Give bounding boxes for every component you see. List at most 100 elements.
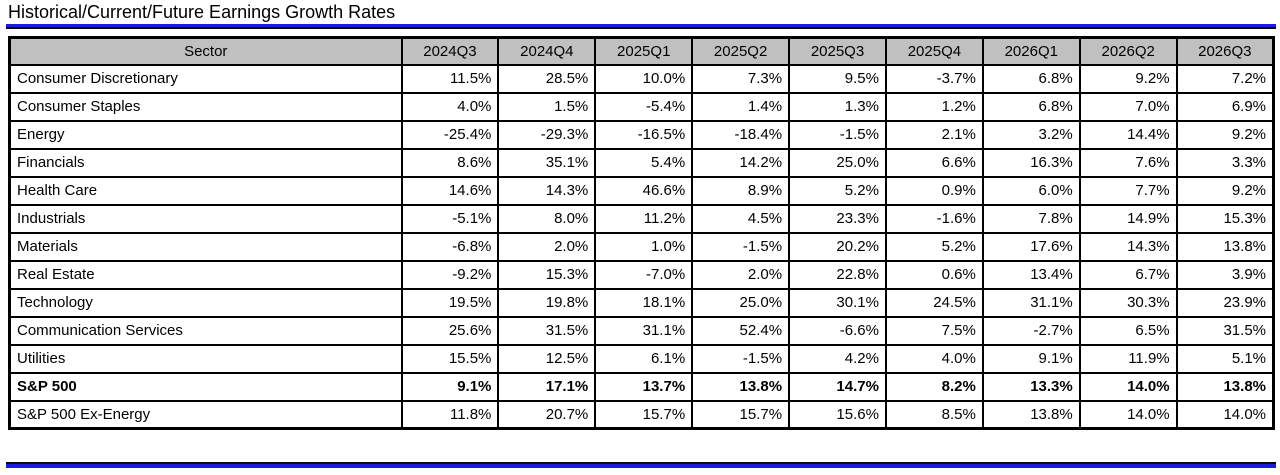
cell-value: 14.3% <box>1078 231 1178 262</box>
cell-value: 5.2% <box>884 231 984 262</box>
cell-value: 13.4% <box>981 259 1081 290</box>
cell-value: 8.0% <box>497 203 597 234</box>
cell-value: 4.5% <box>691 203 791 234</box>
cell-value: 13.8% <box>1175 231 1275 262</box>
cell-value: -2.7% <box>981 315 1081 346</box>
cell-value: -3.7% <box>884 63 984 94</box>
cell-value: 11.5% <box>400 63 500 94</box>
table-body: Consumer Discretionary 11.5% 28.5% 10.0% 7.3… <box>8 63 1275 430</box>
cell-value: 4.2% <box>788 343 887 374</box>
column-header-quarter: 2026Q3 <box>1175 36 1275 66</box>
row-label: S&P 500 Ex-Energy <box>8 399 403 430</box>
cell-value: 23.9% <box>1175 287 1275 318</box>
cell-value: 14.9% <box>1078 203 1178 234</box>
row-label: Consumer Staples <box>8 91 403 122</box>
table-header: Sector 2024Q3 2024Q4 2025Q1 2025Q2 2025Q3 202… <box>8 36 1275 66</box>
cell-value: 9.5% <box>788 63 887 94</box>
cell-value: -5.4% <box>594 91 694 122</box>
cell-value: 13.8% <box>981 399 1081 430</box>
cell-value: 31.5% <box>1175 315 1275 346</box>
cell-value: 13.3% <box>981 371 1081 402</box>
cell-value: 4.0% <box>884 343 984 374</box>
table-row: Energy -25.4% -29.3% -16.5% -18.4% -1.5% 2.1% 3… <box>8 119 1275 150</box>
cell-value: -29.3% <box>497 119 597 150</box>
table-row: Utilities 15.5% 12.5% 6.1% -1.5% 4.2% 4.0% 9.1%… <box>8 343 1275 374</box>
cell-value: 24.5% <box>884 287 984 318</box>
cell-value: 7.5% <box>884 315 984 346</box>
cell-value: 14.6% <box>400 175 500 206</box>
row-label: S&P 500 <box>8 371 403 402</box>
cell-value: 8.5% <box>884 399 984 430</box>
cell-value: 6.1% <box>594 343 694 374</box>
column-header-sector: Sector <box>8 36 403 66</box>
cell-value: 2.1% <box>884 119 984 150</box>
page-title: Historical/Current/Future Earnings Growt… <box>8 2 396 22</box>
bottom-rule <box>6 462 1276 468</box>
table-row: S&P 500 9.1% 17.1% 13.7% 13.8% 14.7% 8.2% 13.3%… <box>8 371 1275 402</box>
cell-value: 22.8% <box>788 259 887 290</box>
cell-value: 1.2% <box>884 91 984 122</box>
cell-value: 15.7% <box>594 399 694 430</box>
cell-value: 14.0% <box>1078 371 1178 402</box>
cell-value: 1.0% <box>594 231 694 262</box>
cell-value: 14.0% <box>1078 399 1178 430</box>
row-label: Communication Services <box>8 315 403 346</box>
cell-value: 1.4% <box>691 91 791 122</box>
cell-value: -1.6% <box>884 203 984 234</box>
column-header-quarter: 2025Q1 <box>594 36 694 66</box>
cell-value: 8.6% <box>400 147 500 178</box>
cell-value: 3.3% <box>1175 147 1275 178</box>
column-header-quarter: 2025Q4 <box>884 36 984 66</box>
cell-value: 6.0% <box>981 175 1081 206</box>
cell-value: 5.2% <box>788 175 887 206</box>
cell-value: 15.5% <box>400 343 500 374</box>
cell-value: -6.8% <box>400 231 500 262</box>
table-row: S&P 500 Ex-Energy 11.8% 20.7% 15.7% 15.7% 15.… <box>8 399 1275 430</box>
cell-value: 1.5% <box>497 91 597 122</box>
cell-value: 35.1% <box>497 147 597 178</box>
cell-value: 3.2% <box>981 119 1081 150</box>
cell-value: 6.8% <box>981 91 1081 122</box>
cell-value: 19.8% <box>497 287 597 318</box>
cell-value: 6.7% <box>1078 259 1178 290</box>
cell-value: 13.7% <box>594 371 694 402</box>
cell-value: -5.1% <box>400 203 500 234</box>
header-row: Sector 2024Q3 2024Q4 2025Q1 2025Q2 2025Q3 202… <box>8 36 1275 66</box>
row-label: Utilities <box>8 343 403 374</box>
column-header-quarter: 2024Q4 <box>497 36 597 66</box>
cell-value: 8.2% <box>884 371 984 402</box>
cell-value: 4.0% <box>400 91 500 122</box>
cell-value: 5.4% <box>594 147 694 178</box>
cell-value: 9.2% <box>1175 119 1275 150</box>
cell-value: 10.0% <box>594 63 694 94</box>
table-row: Health Care 14.6% 14.3% 46.6% 8.9% 5.2% 0.9% 6.… <box>8 175 1275 206</box>
cell-value: -1.5% <box>691 231 791 262</box>
cell-value: 31.1% <box>594 315 694 346</box>
table-row: Financials 8.6% 35.1% 5.4% 14.2% 25.0% 6.6% 16.… <box>8 147 1275 178</box>
cell-value: 28.5% <box>497 63 597 94</box>
earnings-growth-table: Sector 2024Q3 2024Q4 2025Q1 2025Q2 2025Q3 202… <box>8 36 1276 430</box>
cell-value: 0.6% <box>884 259 984 290</box>
cell-value: 9.2% <box>1175 175 1275 206</box>
cell-value: 13.8% <box>1175 371 1275 402</box>
row-label: Real Estate <box>8 259 403 290</box>
column-header-quarter: 2024Q3 <box>400 36 500 66</box>
cell-value: -25.4% <box>400 119 500 150</box>
cell-value: 0.9% <box>884 175 984 206</box>
row-label: Energy <box>8 119 403 150</box>
cell-value: 15.7% <box>691 399 791 430</box>
row-label: Health Care <box>8 175 403 206</box>
cell-value: 12.5% <box>497 343 597 374</box>
cell-value: 6.5% <box>1078 315 1178 346</box>
table-row: Technology 19.5% 19.8% 18.1% 25.0% 30.1% 24.5%… <box>8 287 1275 318</box>
cell-value: 20.7% <box>497 399 597 430</box>
cell-value: 15.3% <box>497 259 597 290</box>
column-header-quarter: 2025Q2 <box>691 36 791 66</box>
cell-value: -9.2% <box>400 259 500 290</box>
cell-value: 1.3% <box>788 91 887 122</box>
cell-value: 11.8% <box>400 399 500 430</box>
cell-value: 6.9% <box>1175 91 1275 122</box>
cell-value: 15.6% <box>788 399 887 430</box>
column-header-quarter: 2025Q3 <box>788 36 887 66</box>
cell-value: -1.5% <box>788 119 887 150</box>
